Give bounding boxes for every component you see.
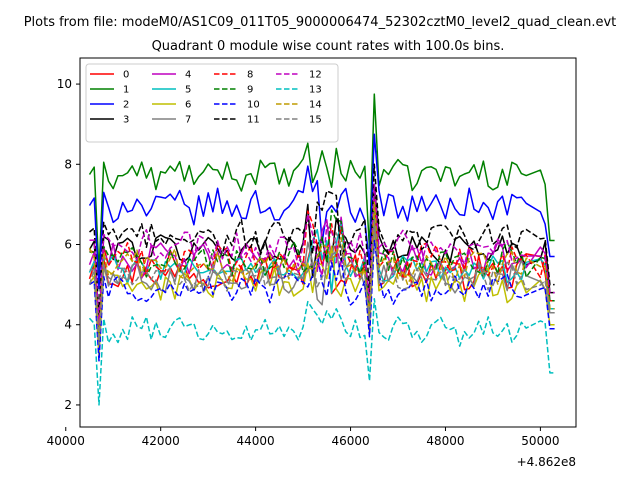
legend-label-8: 8: [247, 70, 253, 81]
legend-label-3: 3: [123, 115, 129, 126]
series-layer: [88, 93, 555, 406]
chart-title: Quadrant 0 module wise count rates with …: [152, 39, 505, 54]
legend-label-10: 10: [247, 100, 260, 111]
series-line-5: [88, 203, 555, 342]
legend-label-15: 15: [309, 115, 322, 126]
legend-label-1: 1: [123, 85, 129, 96]
series-line-2: [88, 133, 555, 290]
series-line-1: [88, 93, 555, 274]
legend-label-7: 7: [185, 115, 191, 126]
y-tick-label: 4: [64, 318, 72, 332]
series-line-15: [88, 219, 555, 346]
x-tick-label: 48000: [426, 434, 464, 448]
legend-label-6: 6: [185, 100, 191, 111]
x-tick-label: 50000: [521, 434, 559, 448]
y-tick-label: 8: [64, 157, 72, 171]
x-tick-label: 44000: [237, 434, 275, 448]
series-line-11: [89, 163, 555, 318]
legend-label-2: 2: [123, 100, 129, 111]
legend-label-5: 5: [185, 85, 191, 96]
legend-label-12: 12: [309, 70, 322, 81]
x-tick-label: 40000: [47, 434, 85, 448]
y-tick-label: 10: [57, 77, 72, 91]
legend-box: [85, 63, 339, 143]
legend-label-11: 11: [247, 115, 260, 126]
axes-frame: [79, 57, 577, 428]
y-tick-label: 6: [64, 238, 72, 252]
series-line-12: [89, 183, 555, 326]
x-tick-label: 42000: [142, 434, 180, 448]
axis-ticks: 40000 42000 44000 46000 48000 50000 2 4 6 8 10: [47, 77, 560, 448]
legend-label-13: 13: [309, 85, 322, 96]
figure-suptitle: Plots from file: modeM0/AS1C09_011T05_90…: [24, 15, 617, 30]
y-tick-label: 2: [64, 398, 72, 412]
series-line-13: [88, 297, 555, 406]
series-line-10: [89, 239, 555, 362]
legend-label-9: 9: [247, 85, 253, 96]
series-line-8: [89, 195, 555, 334]
legend-label-4: 4: [185, 70, 191, 81]
x-offset-label: +4.862e8: [517, 455, 576, 469]
x-tick-label: 46000: [331, 434, 369, 448]
legend-label-14: 14: [309, 100, 322, 111]
legend-label-0: 0: [123, 70, 129, 81]
series-line-14: [88, 201, 555, 342]
